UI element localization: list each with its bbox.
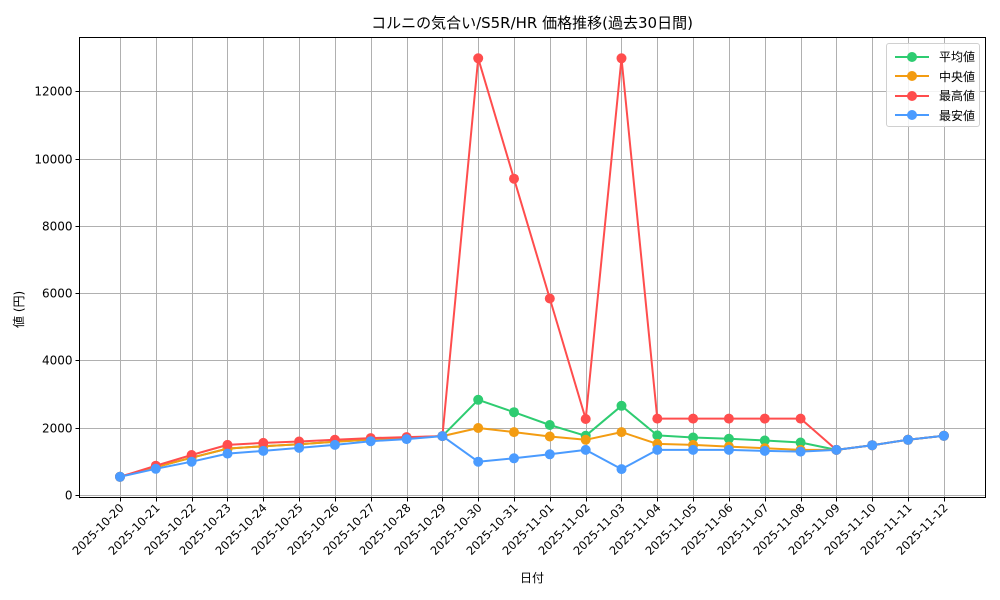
legend-item-max: 最高値 [887,86,979,106]
legend-marker-icon [895,51,929,63]
legend-item-average: 平均値 [887,47,979,67]
data-point [580,444,591,455]
data-point [723,433,734,444]
legend-marker-icon [895,90,929,102]
data-point [759,435,770,446]
y-tick-label: 8000 [42,220,73,234]
y-tick-label: 12000 [34,85,72,99]
data-point [616,427,627,438]
legend-item-median: 中央値 [887,67,979,87]
data-point [616,53,627,64]
series-最高値 [115,53,949,482]
data-point [365,436,376,447]
data-point [759,445,770,456]
x-axis-label: 日付 [519,571,544,585]
grid-lines [79,37,986,498]
data-point [616,464,627,475]
data-point [294,442,305,453]
data-point [258,445,269,456]
data-point [473,53,484,64]
data-point [544,293,555,304]
data-point [222,448,233,459]
data-point [401,434,412,445]
data-point [831,444,842,455]
data-point [222,439,233,450]
legend: 平均値 中央値 最高値 最安値 [886,43,980,127]
series-最安値 [115,430,949,482]
x-axis-ticks: 2025-10-202025-10-212025-10-222025-10-23… [69,497,951,558]
data-point [473,456,484,467]
legend-label: 最高値 [939,89,976,104]
data-point [723,413,734,424]
data-point [473,423,484,433]
series-lines [115,53,949,482]
data-point [903,434,913,445]
plot-frame [79,37,986,498]
legend-marker-icon [895,70,929,82]
data-point [938,430,949,441]
data-point [652,413,663,424]
data-point [795,437,806,448]
data-point [795,446,806,457]
data-point [509,427,519,438]
data-point [652,444,663,455]
y-tick-label: 10000 [34,153,72,167]
data-point [580,414,591,424]
data-point [544,420,555,430]
legend-label: 最安値 [939,108,976,123]
data-point [509,173,519,184]
data-point [258,437,269,448]
data-point [688,444,699,455]
data-point [795,413,806,424]
data-point [437,431,448,442]
data-point [867,440,878,451]
data-point [509,407,519,418]
data-point [329,439,340,450]
y-axis-ticks: 0 2000 4000 6000 8000 10000 12000 [34,85,80,503]
data-point [652,430,663,441]
data-point [580,434,591,445]
data-point [616,400,627,411]
data-point [509,453,519,464]
y-tick-label: 6000 [42,287,73,301]
data-point [115,471,125,482]
legend-marker-icon [895,109,929,121]
data-point [473,394,484,405]
legend-label: 平均値 [939,50,976,65]
y-tick-label: 4000 [42,354,73,368]
data-point [688,413,699,424]
legend-item-min: 最安値 [887,106,979,126]
legend-label: 中央値 [939,69,976,84]
y-axis-label: 値 (円) [12,290,26,328]
data-point [688,432,699,443]
y-axis-label-container: 値 (円) [8,291,28,358]
data-point [186,456,197,467]
y-tick-label: 2000 [42,422,73,436]
y-tick-label: 0 [65,489,73,503]
data-point [723,444,734,455]
data-point [544,431,555,442]
data-point [544,449,555,460]
chart-title: コルニの気合い/S5R/HR 価格推移(過去30日間) [371,14,693,32]
data-point [759,413,770,424]
data-point [150,463,161,474]
